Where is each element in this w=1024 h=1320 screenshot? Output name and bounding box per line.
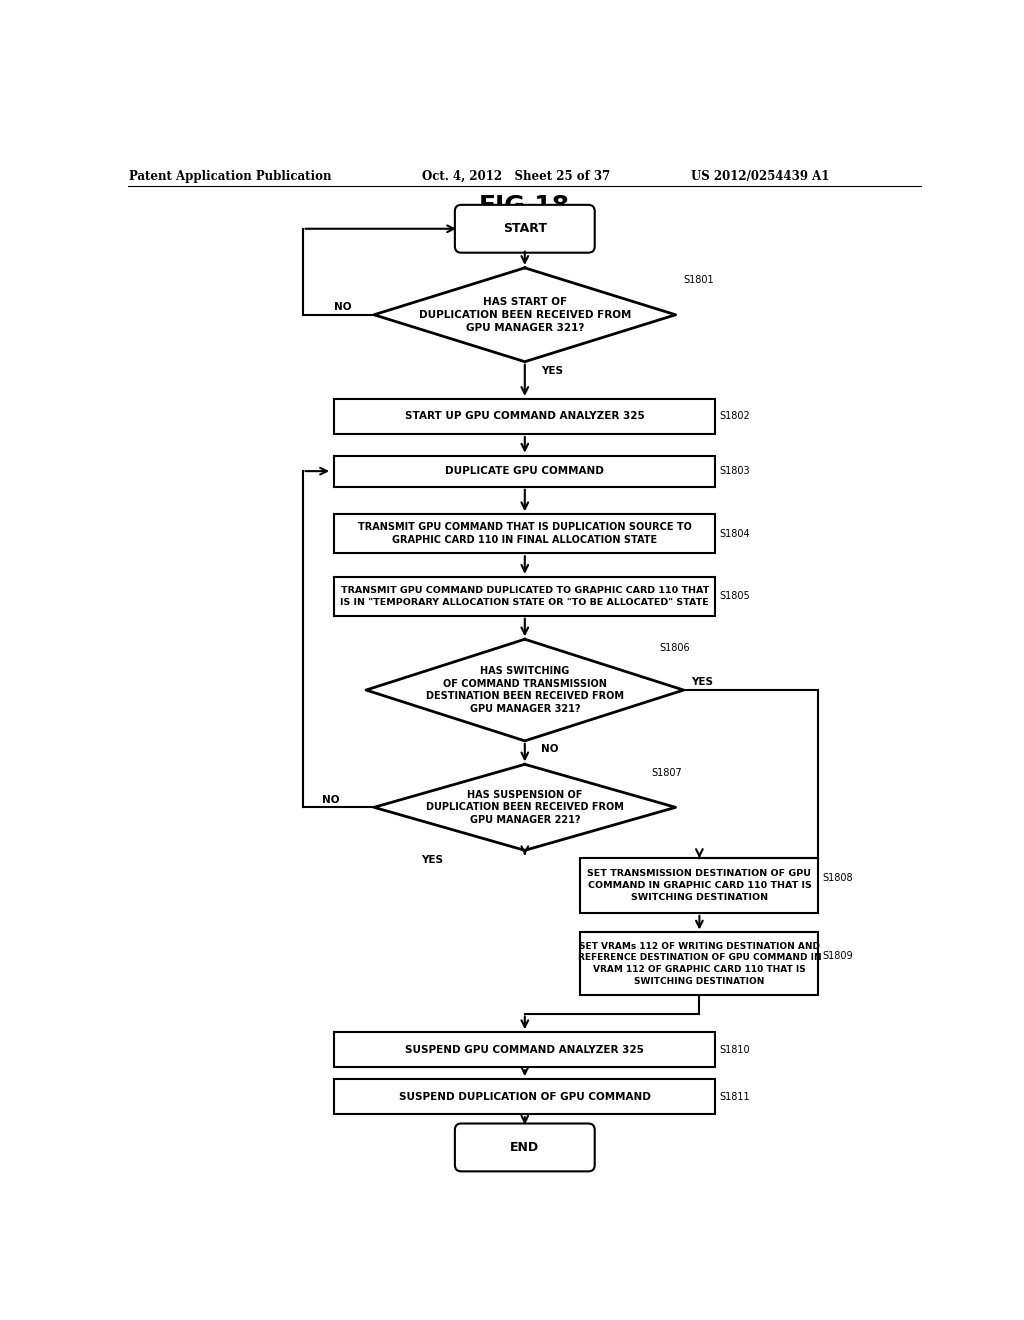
- Bar: [334, 455, 716, 487]
- Text: DUPLICATE GPU COMMAND: DUPLICATE GPU COMMAND: [445, 466, 604, 477]
- Polygon shape: [374, 764, 676, 850]
- Text: S1807: S1807: [652, 768, 683, 779]
- Text: YES: YES: [541, 366, 562, 376]
- Text: SUSPEND GPU COMMAND ANALYZER 325: SUSPEND GPU COMMAND ANALYZER 325: [406, 1044, 644, 1055]
- Bar: [334, 515, 716, 553]
- Text: US 2012/0254439 A1: US 2012/0254439 A1: [691, 170, 829, 183]
- Text: S1808: S1808: [822, 873, 853, 883]
- Text: HAS SUSPENSION OF
DUPLICATION BEEN RECEIVED FROM
GPU MANAGER 221?: HAS SUSPENSION OF DUPLICATION BEEN RECEI…: [426, 789, 624, 825]
- Text: S1810: S1810: [719, 1044, 750, 1055]
- Text: S1802: S1802: [719, 412, 750, 421]
- Text: HAS START OF
DUPLICATION BEEN RECEIVED FROM
GPU MANAGER 321?: HAS START OF DUPLICATION BEEN RECEIVED F…: [419, 297, 631, 333]
- FancyBboxPatch shape: [455, 1123, 595, 1171]
- Bar: [581, 858, 818, 913]
- Text: S1804: S1804: [719, 529, 750, 539]
- Bar: [581, 932, 818, 995]
- Text: Oct. 4, 2012   Sheet 25 of 37: Oct. 4, 2012 Sheet 25 of 37: [422, 170, 610, 183]
- Bar: [334, 399, 716, 434]
- Text: Patent Application Publication: Patent Application Publication: [129, 170, 331, 183]
- Bar: [334, 1032, 716, 1068]
- Text: END: END: [510, 1140, 540, 1154]
- Text: START: START: [503, 222, 547, 235]
- Text: S1809: S1809: [822, 950, 853, 961]
- Text: SUSPEND DUPLICATION OF GPU COMMAND: SUSPEND DUPLICATION OF GPU COMMAND: [399, 1092, 650, 1102]
- Bar: [334, 1078, 716, 1114]
- FancyBboxPatch shape: [455, 205, 595, 252]
- Text: S1811: S1811: [719, 1092, 750, 1102]
- Text: S1803: S1803: [719, 466, 750, 477]
- Text: FIG.18: FIG.18: [479, 194, 570, 218]
- Text: HAS SWITCHING
OF COMMAND TRANSMISSION
DESTINATION BEEN RECEIVED FROM
GPU MANAGER: HAS SWITCHING OF COMMAND TRANSMISSION DE…: [426, 665, 624, 714]
- Text: S1806: S1806: [659, 643, 690, 653]
- Bar: [334, 577, 716, 615]
- Text: YES: YES: [422, 855, 443, 865]
- Text: NO: NO: [334, 302, 352, 312]
- Polygon shape: [367, 639, 684, 741]
- Text: S1805: S1805: [719, 591, 750, 601]
- Text: YES: YES: [691, 677, 714, 688]
- Text: TRANSMIT GPU COMMAND THAT IS DUPLICATION SOURCE TO
GRAPHIC CARD 110 IN FINAL ALL: TRANSMIT GPU COMMAND THAT IS DUPLICATION…: [357, 523, 692, 545]
- Polygon shape: [374, 268, 676, 362]
- Text: S1801: S1801: [684, 275, 714, 285]
- Text: NO: NO: [323, 795, 340, 804]
- Text: NO: NO: [541, 743, 558, 754]
- Text: START UP GPU COMMAND ANALYZER 325: START UP GPU COMMAND ANALYZER 325: [404, 412, 645, 421]
- Text: SET TRANSMISSION DESTINATION OF GPU
COMMAND IN GRAPHIC CARD 110 THAT IS
SWITCHIN: SET TRANSMISSION DESTINATION OF GPU COMM…: [588, 869, 811, 902]
- Text: TRANSMIT GPU COMMAND DUPLICATED TO GRAPHIC CARD 110 THAT
IS IN "TEMPORARY ALLOCA: TRANSMIT GPU COMMAND DUPLICATED TO GRAPH…: [340, 586, 710, 607]
- Text: SET VRAMs 112 OF WRITING DESTINATION AND
REFERENCE DESTINATION OF GPU COMMAND IN: SET VRAMs 112 OF WRITING DESTINATION AND…: [578, 941, 821, 986]
